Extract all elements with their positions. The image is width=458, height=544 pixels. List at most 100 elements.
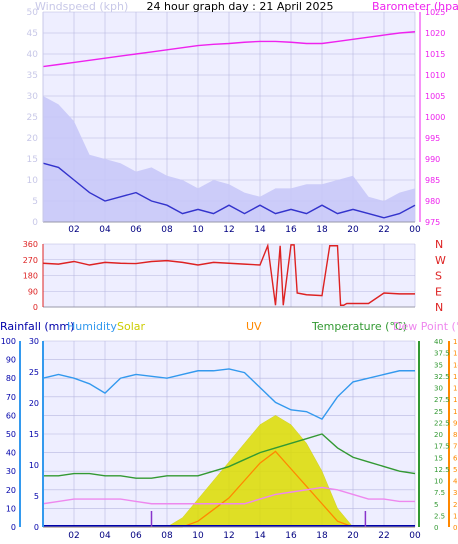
legend-rainfall: Rainfall (mm) bbox=[0, 320, 74, 333]
humidity-tick-label: 50 bbox=[6, 430, 16, 439]
wind-tick-label: 30 bbox=[27, 92, 39, 102]
uv-tick-label: 7 bbox=[453, 443, 457, 451]
wind-direction-line bbox=[42, 243, 415, 306]
x-tick-label: 08 bbox=[161, 531, 173, 541]
temp-tick-label: 25 bbox=[434, 408, 443, 416]
dir-tick-label: 180 bbox=[23, 272, 38, 281]
wind-tick-label: 15 bbox=[27, 155, 38, 165]
temp-tick-label: 0 bbox=[434, 524, 438, 532]
dewpoint-line bbox=[42, 486, 415, 505]
legend-dewpoint: Dew Point (°C) bbox=[393, 320, 458, 333]
temp-tick-label: 12.5 bbox=[434, 466, 450, 474]
x-tick-label: 10 bbox=[192, 531, 204, 541]
temp-tick-label: 22.5 bbox=[434, 419, 450, 427]
rain-tick-label: 30 bbox=[29, 337, 39, 346]
x-tick-label: 02 bbox=[68, 531, 79, 541]
wind-tick-label: 10 bbox=[27, 176, 39, 186]
humidity-tick-label: 0 bbox=[11, 523, 16, 532]
wind-tick-label: 20 bbox=[27, 134, 39, 144]
dir-tick-label: 360 bbox=[23, 240, 38, 249]
temp-tick-label: 20 bbox=[434, 431, 443, 439]
baro-tick-label: 1025 bbox=[425, 8, 445, 17]
axes bbox=[19, 12, 450, 528]
x-tick-label: 18 bbox=[316, 531, 328, 541]
legend-temperature: Temperature (°C) bbox=[311, 320, 407, 333]
wind-tick-label: 45 bbox=[27, 29, 38, 39]
humidity-tick-label: 100 bbox=[1, 337, 16, 346]
x-tick-label: 00 bbox=[409, 531, 421, 541]
humidity-tick-label: 90 bbox=[6, 356, 16, 365]
x-tick-label: 02 bbox=[68, 225, 79, 235]
temp-tick-label: 37.5 bbox=[434, 350, 450, 358]
rain-tick-label: 0 bbox=[34, 523, 39, 532]
x-tick-label: 04 bbox=[99, 531, 111, 541]
baro-tick-label: 980 bbox=[425, 197, 440, 206]
temp-tick-label: 27.5 bbox=[434, 396, 450, 404]
dir-tick-label: 270 bbox=[23, 256, 38, 265]
uv-tick-label: 1 bbox=[453, 512, 457, 520]
wind-tick-label: 5 bbox=[32, 197, 38, 207]
x-tick-label: 22 bbox=[378, 531, 389, 541]
uv-tick-label: 14 bbox=[453, 361, 458, 369]
humidity-line bbox=[42, 368, 415, 421]
compass-label: W bbox=[435, 254, 446, 267]
x-tick-label: 18 bbox=[316, 225, 328, 235]
compass-label: N bbox=[435, 238, 443, 251]
temp-tick-label: 35 bbox=[434, 361, 443, 369]
wind-tick-label: 25 bbox=[27, 113, 38, 123]
uv-tick-label: 10 bbox=[453, 408, 458, 416]
rain-tick-label: 15 bbox=[29, 430, 39, 439]
humidity-tick-label: 60 bbox=[6, 411, 16, 420]
rain-tick-label: 25 bbox=[29, 368, 39, 377]
baro-tick-label: 995 bbox=[425, 134, 440, 143]
chart-title: 24 hour graph day : 21 April 2025 bbox=[147, 0, 334, 13]
legend-uv: UV bbox=[246, 320, 262, 333]
temp-tick-label: 2.5 bbox=[434, 512, 445, 520]
x-tick-label: 06 bbox=[130, 531, 142, 541]
compass-label: S bbox=[435, 270, 442, 283]
wind-tick-label: 50 bbox=[27, 8, 39, 18]
x-tick-label: 16 bbox=[285, 531, 297, 541]
x-tick-label: 14 bbox=[254, 531, 266, 541]
uv-tick-label: 13 bbox=[453, 373, 458, 381]
humidity-tick-label: 70 bbox=[6, 393, 16, 402]
wind-tick-label: 40 bbox=[27, 50, 39, 60]
humidity-tick-label: 40 bbox=[6, 449, 16, 458]
temperature-line bbox=[43, 433, 416, 479]
uv-tick-label: 6 bbox=[453, 454, 458, 462]
baro-tick-label: 1010 bbox=[425, 71, 445, 80]
wind-speed-line bbox=[42, 162, 416, 219]
x-tick-label: 00 bbox=[409, 225, 421, 235]
dir-tick-label: 90 bbox=[28, 287, 38, 296]
baro-tick-label: 985 bbox=[425, 176, 440, 185]
x-tick-label: 16 bbox=[285, 225, 297, 235]
rain-tick-label: 5 bbox=[34, 492, 39, 501]
temp-tick-label: 30 bbox=[434, 385, 443, 393]
x-tick-label: 06 bbox=[130, 225, 142, 235]
wind-gust-area bbox=[43, 96, 415, 222]
dir-tick-label: 0 bbox=[33, 303, 38, 312]
temp-tick-label: 17.5 bbox=[434, 443, 450, 451]
legend-solar: Solar bbox=[117, 320, 146, 333]
compass-label: N bbox=[435, 301, 443, 314]
temp-tick-label: 5 bbox=[434, 501, 438, 509]
x-tick-label: 08 bbox=[161, 225, 173, 235]
rain-tick-label: 10 bbox=[29, 461, 39, 470]
temp-tick-label: 10 bbox=[434, 478, 443, 486]
uv-tick-label: 4 bbox=[453, 478, 458, 486]
x-tick-label: 12 bbox=[223, 225, 234, 235]
x-tick-label: 10 bbox=[192, 225, 204, 235]
humidity-tick-label: 20 bbox=[6, 486, 16, 495]
compass-label: E bbox=[435, 285, 442, 298]
baro-tick-label: 1015 bbox=[425, 50, 445, 59]
uv-tick-label: 9 bbox=[453, 419, 457, 427]
barometer-label: Barometer (hpa) bbox=[372, 0, 458, 13]
uv-tick-label: 15 bbox=[453, 350, 458, 358]
humidity-tick-label: 80 bbox=[6, 374, 16, 383]
uv-tick-label: 16 bbox=[453, 338, 458, 346]
uv-tick-label: 11 bbox=[453, 396, 458, 404]
baro-tick-label: 975 bbox=[425, 218, 440, 227]
humidity-tick-label: 10 bbox=[6, 504, 16, 513]
